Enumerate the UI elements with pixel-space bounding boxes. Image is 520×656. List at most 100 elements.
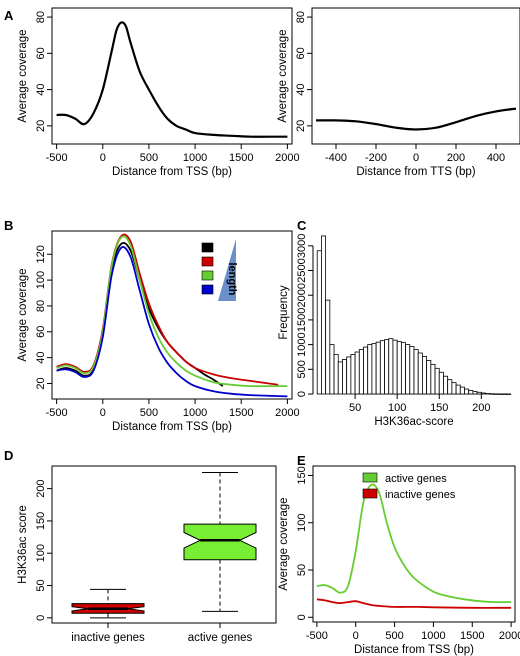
panel-a-xtick-label: 0 [100,152,106,164]
panel-c-histogram-bar [379,340,385,395]
panel-b-legend-swatch-2 [201,270,214,281]
panel-e-xtick-label: 0 [353,630,359,642]
panel-c-histogram-bar [489,393,495,395]
panel-c-ytick-label: 0 [296,391,308,397]
panel-a-right-plot-frame [311,7,520,145]
panel-d-ytick-label: 50 [35,579,47,591]
panel-c-histogram-bar [438,371,444,395]
panel-c-histogram-bar [430,363,436,395]
panel-a-ytick-label: 20 [35,120,47,132]
panel-e-legend-swatch-0 [362,472,378,483]
panel-a-right-xtick-label: 200 [447,152,465,164]
panel-b-ytick-label: 40 [35,352,47,364]
panel-b-ytick-label: 120 [35,245,47,263]
panel-c-ytick-label: 1000 [296,332,308,356]
panel-d-panel-label: D [4,448,13,463]
panel-c-histogram-bar [375,341,381,395]
panel-c-histogram-bar [337,361,343,395]
panel-a-right-ytick-label: 40 [295,83,307,95]
panel-b-series-line-3 [56,246,288,398]
panel-c-histogram-bar [472,391,478,395]
panel-e-ytick-label: 100 [296,514,308,532]
panel-c-ytick-label: 2500 [296,258,308,282]
panel-d-box-1 [183,523,257,561]
panel-e-ytick-label: 150 [296,466,308,484]
panel-a-xtick-label: 500 [140,152,158,164]
panel-e-ytick-label: 50 [296,564,308,576]
panel-e-legend-label-0: active genes [385,473,447,485]
panel-b-xtick-label: 500 [140,407,158,419]
panel-e-xtick-label: 1000 [421,630,445,642]
panel-b-xtick-label: 2000 [275,407,299,419]
panel-a-right-ytick-label: 20 [295,120,307,132]
panel-d-plot-frame [51,465,277,624]
panel-d-category-label: active genes [188,632,253,644]
panel-c-ylabel: Frequency [278,285,290,340]
panel-e-series-line-1 [316,598,512,609]
panel-c-histogram-bar [476,391,482,395]
panel-b-legend-swatch-3 [201,284,214,295]
panel-d-ytick-label: 0 [35,615,47,621]
panel-c-histogram-bar [459,386,465,395]
panel-e-series-line-0 [316,483,512,604]
panel-a-ytick-label: 80 [35,11,47,23]
panel-b-series-line-0 [56,242,224,387]
panel-c-histogram-bar [392,339,398,395]
panel-a: 20 40 60 80 Average coverage -500 0 500 1000 1500… [4,7,300,178]
panel-b-legend-swatch-1 [201,256,214,267]
panel-c-xlabel: H3K36ac-score [374,416,453,428]
panel-c-histogram-bar [426,360,432,395]
panel-c-histogram-bar [468,390,474,395]
panel-c-histogram-bar [354,351,360,395]
panel-c-histogram-bar [413,349,419,395]
panel-a-right-xtick-label: 400 [487,152,505,164]
panel-d-ytick-label: 200 [35,479,47,497]
panel-a-right-series-line-0 [315,107,517,131]
panel-a-xtick-label: 1500 [229,152,253,164]
panel-c-histogram-bar [405,344,411,395]
panel-e: 0 50 100 150 Average coverage -500 0 500 1000 150… [278,453,520,656]
panel-b-xtick-label: 0 [100,407,106,419]
panel-d-ylabel: H3K36ac score [17,505,29,584]
panel-e-xtick-label: 500 [385,630,403,642]
panel-c-histogram-bar [455,384,461,395]
panel-b-series-line-2 [56,235,288,388]
panel-b-legend-swatch-0 [201,242,214,253]
panel-b-legend-length-triangle [218,239,236,301]
panel-a-right-xtick-label: -400 [325,152,347,164]
panel-c-histogram-bar [346,356,352,395]
panel-a-ylabel: Average coverage [17,29,29,122]
panel-c-histogram-bar [485,393,491,395]
panel-c-xtick-label: 150 [430,402,448,414]
panel-b-plot-frame [51,230,293,400]
panel-d-ytick-label: 100 [35,544,47,562]
panel-c-histogram-bar [480,392,486,395]
panel-c-histogram-bar [388,338,394,395]
panel-c-panel-label: C [297,218,307,233]
panel-b-ytick-label: 20 [35,377,47,389]
panel-a-panel-label: A [4,8,14,23]
panel-b-ylabel: Average coverage [17,268,29,361]
panel-c-histogram-bar [367,344,373,395]
panel-c-histogram-bar [342,359,348,395]
panel-a-right-ytick-label: 80 [295,11,307,23]
panel-b-xtick-label: 1500 [229,407,253,419]
panel-c-ytick-label: 2000 [296,283,308,307]
panel-c-histogram-bar [358,349,364,395]
panel-c-xtick-label: 100 [388,402,406,414]
panel-c-histogram-bar [384,339,390,395]
panel-c-histogram-bar [329,344,335,395]
panel-c-histogram-bar [497,393,503,395]
panel-e-xtick-label: 1500 [460,630,484,642]
panel-a-xtick-label: 2000 [275,152,299,164]
panel-e-xlabel: Distance from TSS (bp) [354,644,474,656]
panel-e-panel-label: E [297,453,306,468]
panel-b-xtick-label: -500 [46,407,68,419]
panel-e-ytick-label: 0 [296,614,308,620]
panel-a-xtick-label: -500 [46,152,68,164]
panel-e-xtick-label: -500 [306,630,328,642]
panel-e-legend-swatch-1 [362,488,378,499]
panel-c-histogram-bar [464,388,470,395]
